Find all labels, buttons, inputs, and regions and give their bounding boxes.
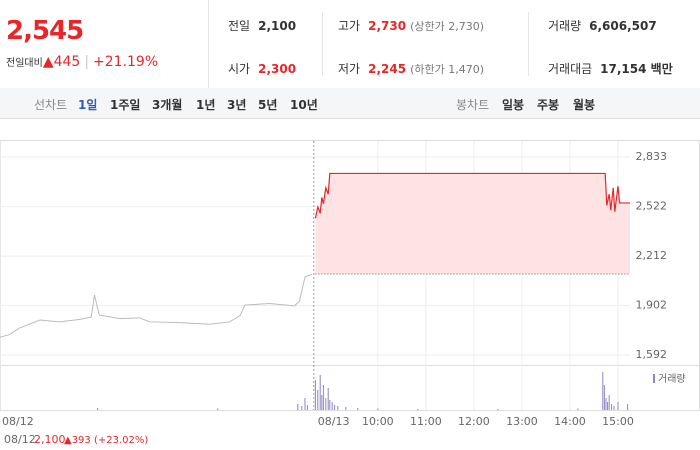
info-label: 시가 bbox=[228, 62, 251, 76]
footnote-date: 08/12 bbox=[4, 433, 36, 446]
volume-bar bbox=[297, 404, 299, 410]
volume-bar bbox=[345, 407, 347, 410]
volume-bar bbox=[617, 402, 619, 410]
period-tab[interactable]: 3년 bbox=[227, 98, 247, 112]
volume-bar bbox=[497, 409, 499, 410]
change-label: 전일대비 bbox=[6, 58, 43, 69]
volume-bar bbox=[603, 385, 605, 410]
x-tick-label: 15:00 bbox=[602, 415, 634, 428]
legend-swatch bbox=[653, 374, 655, 383]
volume-bar bbox=[329, 400, 331, 410]
volume-bar bbox=[319, 375, 321, 410]
volume-bar bbox=[613, 406, 615, 410]
y-tick-label: 2,522 bbox=[636, 200, 668, 213]
price-line bbox=[0, 273, 313, 338]
area-fill bbox=[315, 173, 630, 274]
tab-group-label: 선차트 bbox=[34, 98, 68, 112]
tabs: 선차트 1일 1주일 3개월 1년 3년 5년 10년 봉차트 일봉 주봉 월봉 bbox=[0, 88, 700, 119]
x-tick-label: 08/13 bbox=[318, 415, 350, 428]
volume-bar bbox=[97, 408, 99, 410]
candle-tab[interactable]: 일봉 bbox=[502, 98, 525, 112]
volume-bar bbox=[304, 398, 306, 410]
volume-bar bbox=[334, 405, 336, 410]
info-note: (하한가 1,470) bbox=[410, 63, 484, 76]
volume-bar bbox=[627, 404, 629, 410]
period-tab[interactable]: 3개월 bbox=[152, 98, 183, 112]
volume-bar bbox=[611, 404, 613, 410]
y-tick-label: 1,902 bbox=[636, 299, 668, 312]
price-line bbox=[314, 172, 630, 219]
volume-bar bbox=[322, 385, 324, 410]
volume-bar bbox=[217, 408, 219, 410]
summary: 2,545 전일대비▲445 | +21.19% 전일 2,100 고가 2,730 (상한… bbox=[0, 0, 700, 89]
current-price: 2,545 bbox=[6, 16, 84, 46]
volume-bar bbox=[327, 388, 329, 410]
price-box: 2,545 전일대비▲445 | +21.19% bbox=[0, 0, 209, 88]
x-tick-label: 14:00 bbox=[554, 415, 586, 428]
x-tick-label: 10:00 bbox=[362, 415, 394, 428]
y-tick-label: 1,592 bbox=[636, 348, 668, 361]
info-cell: 시가 2,300 bbox=[228, 60, 296, 77]
info-cell: 거래대금 17,154 백만 bbox=[548, 60, 673, 77]
period-tab[interactable]: 1년 bbox=[196, 98, 216, 112]
info-label: 고가 bbox=[338, 19, 361, 33]
info-value: 2,730 bbox=[368, 19, 407, 33]
volume-bar bbox=[577, 408, 579, 410]
info-cell: 전일 2,100 bbox=[228, 17, 296, 34]
period-tab[interactable]: 5년 bbox=[258, 98, 278, 112]
x-tick-label: 08/12 bbox=[2, 415, 34, 428]
x-tick-label: 12:00 bbox=[458, 415, 490, 428]
info-label: 거래대금 bbox=[548, 62, 593, 76]
period-tab[interactable]: 1일 bbox=[78, 98, 98, 112]
volume-bar bbox=[357, 408, 359, 410]
info-label: 거래량 bbox=[548, 19, 582, 33]
legend-label: 거래량 bbox=[658, 373, 686, 385]
info-note: (상한가 2,730) bbox=[410, 20, 484, 33]
volume-bar bbox=[306, 405, 308, 410]
volume-bar bbox=[605, 398, 607, 410]
info-value: 2,300 bbox=[258, 62, 297, 76]
info-cell: 고가 2,730 (상한가 2,730) bbox=[338, 17, 484, 34]
volume-bar bbox=[337, 406, 339, 410]
footnote-price: 2,100 bbox=[34, 433, 66, 446]
volume-bar bbox=[331, 402, 333, 410]
candle-tab[interactable]: 월봉 bbox=[573, 98, 596, 112]
x-tick-label: 11:00 bbox=[410, 415, 442, 428]
info-cell: 거래량 6,606,507 bbox=[548, 17, 657, 34]
info-value: 6,606,507 bbox=[589, 19, 657, 33]
change-rate: +21.19% bbox=[93, 54, 159, 70]
period-tab[interactable]: 10년 bbox=[290, 98, 318, 112]
volume-bar bbox=[377, 408, 379, 410]
volume-bar bbox=[314, 380, 316, 410]
info-label: 저가 bbox=[338, 62, 361, 76]
footnote-change: ▲393 (+23.02%) bbox=[64, 435, 148, 446]
volume-bar bbox=[325, 398, 327, 410]
info-value: 17,154 백만 bbox=[600, 62, 673, 76]
volume-bar bbox=[607, 402, 609, 410]
period-tab[interactable]: 1주일 bbox=[110, 98, 141, 112]
info-value: 2,245 bbox=[368, 62, 407, 76]
volume-bar bbox=[417, 409, 419, 410]
volume-bar bbox=[608, 395, 610, 410]
y-tick-label: 2,212 bbox=[636, 249, 668, 262]
candle-tab[interactable]: 주봉 bbox=[537, 98, 560, 112]
tab-group-label: 봉차트 bbox=[456, 98, 490, 112]
volume-bar bbox=[602, 372, 604, 410]
volume-bar bbox=[301, 406, 303, 410]
change-value: ▲445 bbox=[42, 54, 81, 70]
y-tick-label: 2,833 bbox=[636, 150, 668, 163]
info-label: 전일 bbox=[228, 19, 251, 33]
volume-bar bbox=[321, 395, 323, 410]
volume-bar bbox=[317, 390, 319, 410]
change: 전일대비▲445 | +21.19% bbox=[6, 54, 159, 70]
x-tick-label: 13:00 bbox=[506, 415, 538, 428]
info-value: 2,100 bbox=[258, 19, 297, 33]
info-cell: 저가 2,245 (하한가 1,470) bbox=[338, 60, 484, 77]
